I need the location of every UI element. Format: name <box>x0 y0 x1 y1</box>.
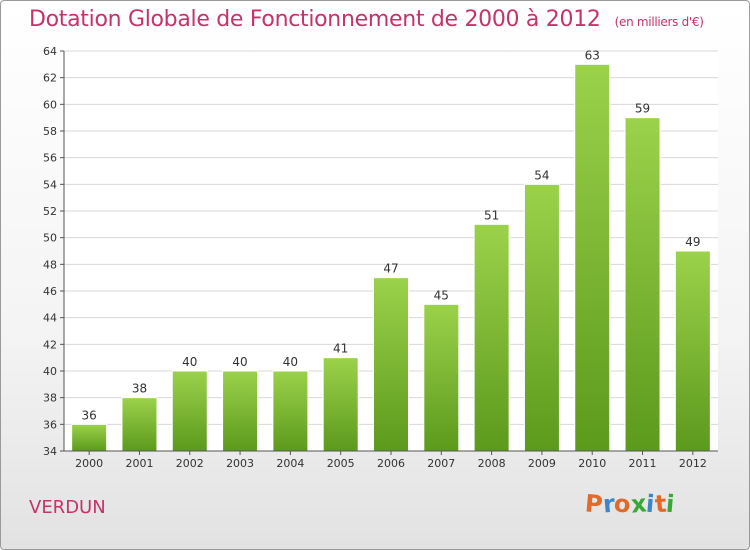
y-tick-label: 56 <box>43 152 57 165</box>
data-label: 51 <box>484 208 499 222</box>
y-tick-label: 64 <box>43 45 57 58</box>
x-tick-label: 2005 <box>327 457 355 470</box>
chart-title-text: Dotation Globale de Fonctionnement de 20… <box>29 7 601 32</box>
x-tick-label: 2006 <box>377 457 405 470</box>
bar <box>171 370 208 452</box>
data-label: 40 <box>283 355 298 369</box>
data-label: 63 <box>585 48 600 62</box>
data-label: 47 <box>383 262 398 276</box>
y-tick-label: 42 <box>43 338 57 351</box>
chart-subtitle: (en milliers d'€) <box>614 15 704 29</box>
data-label: 49 <box>685 235 700 249</box>
x-tick-label: 2003 <box>226 457 254 470</box>
x-tick-label: 2011 <box>629 457 657 470</box>
y-tick-label: 34 <box>43 445 57 458</box>
city-name: VERDUN <box>29 497 106 518</box>
x-tick-label: 2012 <box>679 457 707 470</box>
x-tick-label: 2001 <box>125 457 153 470</box>
logo-letter: i <box>664 489 676 519</box>
proxiti-logo: Proxiti <box>583 489 676 519</box>
x-tick-label: 2004 <box>276 457 304 470</box>
bar <box>624 117 661 452</box>
logo-letter: P <box>583 489 604 519</box>
bar <box>574 63 611 452</box>
y-tick-label: 46 <box>43 285 57 298</box>
y-tick-label: 62 <box>43 72 57 85</box>
y-tick-label: 48 <box>43 258 57 271</box>
bar <box>272 370 309 452</box>
x-tick-label: 2010 <box>578 457 606 470</box>
data-label: 45 <box>434 288 449 302</box>
y-tick-label: 58 <box>43 125 57 138</box>
bar <box>423 303 460 452</box>
x-tick-label: 2002 <box>176 457 204 470</box>
bar <box>373 277 409 452</box>
y-tick-label: 38 <box>43 392 57 405</box>
bar <box>523 183 560 452</box>
chart-title: Dotation Globale de Fonctionnement de 20… <box>29 7 704 32</box>
y-tick-label: 40 <box>43 365 57 378</box>
bar <box>674 250 711 452</box>
data-label: 38 <box>132 382 147 396</box>
x-tick-label: 2000 <box>75 457 103 470</box>
bar <box>222 370 259 452</box>
x-tick-label: 2007 <box>427 457 455 470</box>
y-tick-label: 60 <box>43 98 57 111</box>
y-tick-label: 54 <box>43 178 57 191</box>
y-tick-label: 44 <box>43 312 57 325</box>
data-label: 40 <box>232 355 247 369</box>
y-tick-label: 50 <box>43 232 57 245</box>
x-tick-label: 2008 <box>478 457 506 470</box>
bar <box>473 223 510 452</box>
x-tick-label: 2009 <box>528 457 556 470</box>
bar <box>121 397 158 452</box>
data-label: 40 <box>182 355 197 369</box>
data-label: 54 <box>534 168 549 182</box>
y-tick-label: 52 <box>43 205 57 218</box>
bar <box>322 357 359 452</box>
data-label: 41 <box>333 342 348 356</box>
y-tick-label: 36 <box>43 418 57 431</box>
bar <box>71 423 108 452</box>
data-label: 36 <box>82 408 97 422</box>
bar-chart: 34 36 38 40 42 44 46 48 50 52 54 56 58 60 62 64 36 2000 38… <box>43 45 718 470</box>
data-label: 59 <box>635 102 650 116</box>
